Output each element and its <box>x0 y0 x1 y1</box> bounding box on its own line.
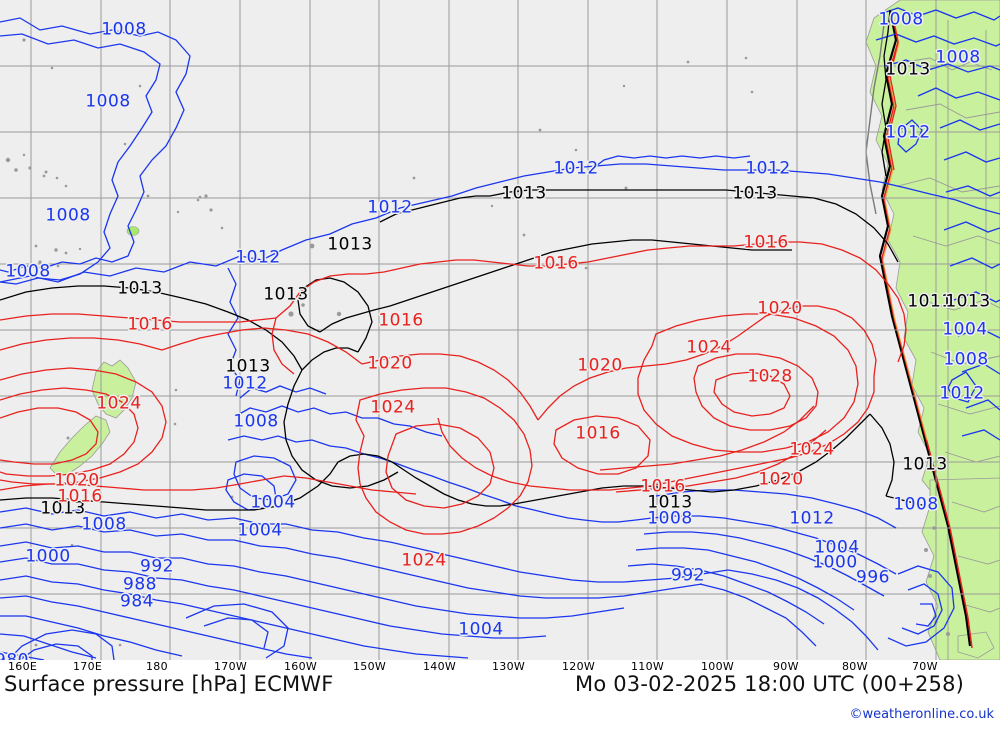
isobars-standard <box>0 9 935 511</box>
land-fiji <box>126 226 140 236</box>
longitude-tick-label: 120W <box>562 660 596 673</box>
longitude-tick-label: 180 <box>146 660 168 673</box>
longitude-tick-label: 130W <box>492 660 526 673</box>
longitude-tick-label: 150W <box>353 660 387 673</box>
longitude-tick-label: 170W <box>214 660 248 673</box>
longitude-tick-label: 160W <box>284 660 318 673</box>
longitude-tick-label: 80W <box>842 660 868 673</box>
longitude-tick-label: 100W <box>701 660 735 673</box>
isobars-high <box>0 11 907 535</box>
country-borders-layer <box>897 20 1000 660</box>
model-run-timestamp: Mo 03-02-2025 18:00 UTC (00+258) <box>575 672 965 696</box>
land-tierra-del-fuego <box>957 631 995 659</box>
andes-mountain-range <box>865 9 973 649</box>
longitude-axis: 160E 170E 180 170W 160W 150W 140W 130W 120W 110W 1… <box>0 660 1000 688</box>
longitude-tick-label: 110W <box>631 660 665 673</box>
longitude-tick-label: 70W <box>912 660 938 673</box>
isobars-low <box>0 7 1000 660</box>
map-canvas <box>0 0 1000 660</box>
chart-title: Surface pressure [hPa] ECMWF <box>4 672 334 696</box>
land-new-zealand-north <box>91 359 137 419</box>
longitude-tick-label: 170E <box>73 660 103 673</box>
island-specks-layer <box>5 38 950 647</box>
longitude-tick-label: 160E <box>8 660 38 673</box>
graticule-layer <box>0 0 1000 660</box>
longitude-tick-label: 140W <box>423 660 457 673</box>
watermark-label[interactable]: ©weatheronline.co.uk <box>849 707 994 722</box>
pressure-contour-map[interactable]: 1008 1008 1008 1008 1012 1012 1012 1012 1013 1013… <box>0 0 1000 660</box>
footer-bar: Surface pressure [hPa] ECMWF Mo 03-02-20… <box>0 672 1000 733</box>
longitude-tick-label: 90W <box>773 660 799 673</box>
land-patagonia <box>921 477 1000 660</box>
